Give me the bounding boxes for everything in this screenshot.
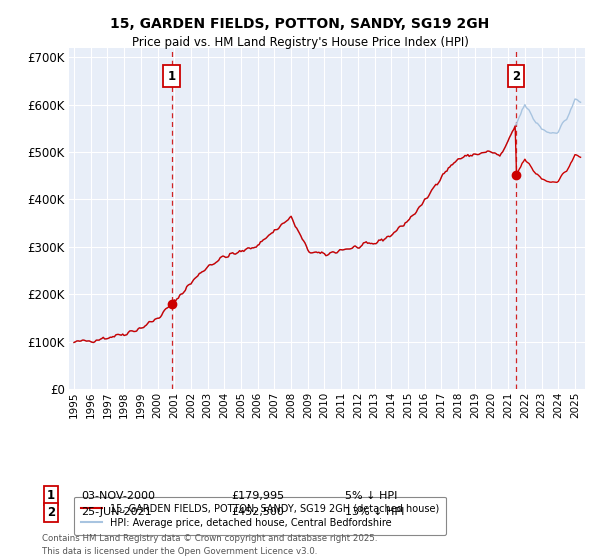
Text: 03-NOV-2000: 03-NOV-2000: [81, 491, 155, 501]
Text: 2: 2: [512, 69, 520, 82]
Text: 2: 2: [47, 506, 55, 519]
Text: £452,500: £452,500: [231, 507, 284, 517]
Text: 1: 1: [47, 489, 55, 502]
Legend: 15, GARDEN FIELDS, POTTON, SANDY, SG19 2GH (detached house), HPI: Average price,: 15, GARDEN FIELDS, POTTON, SANDY, SG19 2…: [74, 497, 446, 535]
Text: £179,995: £179,995: [231, 491, 284, 501]
Text: 13% ↓ HPI: 13% ↓ HPI: [345, 507, 404, 517]
Text: Contains HM Land Registry data © Crown copyright and database right 2025.
This d: Contains HM Land Registry data © Crown c…: [42, 534, 377, 556]
Text: 15, GARDEN FIELDS, POTTON, SANDY, SG19 2GH: 15, GARDEN FIELDS, POTTON, SANDY, SG19 2…: [110, 17, 490, 31]
Text: Price paid vs. HM Land Registry's House Price Index (HPI): Price paid vs. HM Land Registry's House …: [131, 36, 469, 49]
Text: 1: 1: [167, 69, 176, 82]
Text: 25-JUN-2021: 25-JUN-2021: [81, 507, 152, 517]
Text: 5% ↓ HPI: 5% ↓ HPI: [345, 491, 397, 501]
